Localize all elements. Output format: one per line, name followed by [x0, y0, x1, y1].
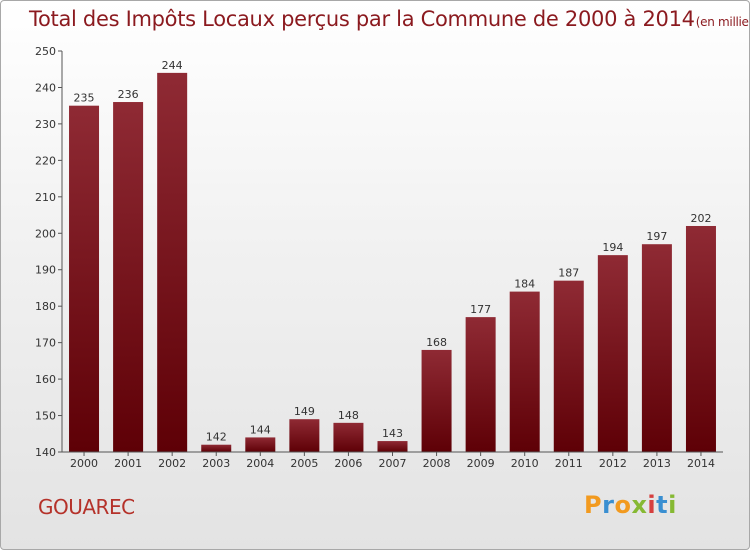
x-axis: 2000 2001 2002 2003 2004 2005 2006 2007 2008 2009… — [62, 451, 723, 470]
y-tick-label: 160 — [35, 373, 56, 386]
bar-2005 — [289, 419, 320, 452]
data-label-2005: 149 — [294, 405, 315, 418]
x-tick-label-2012: 2012 — [599, 457, 627, 470]
y-tick-label: 220 — [35, 154, 56, 167]
data-label-2003: 142 — [206, 431, 227, 444]
bar-2013 — [641, 244, 672, 452]
x-tick-label-2002: 2002 — [158, 457, 186, 470]
bar-2000 — [69, 105, 100, 452]
y-tick-label: 230 — [35, 118, 56, 131]
bar-2014 — [685, 225, 716, 452]
data-label-2001: 236 — [118, 88, 139, 101]
x-tick-label-2010: 2010 — [511, 457, 539, 470]
bar-2011 — [553, 280, 584, 452]
data-label-2012: 194 — [602, 241, 623, 254]
x-tick-label-2000: 2000 — [70, 457, 98, 470]
x-tick-label-2003: 2003 — [202, 457, 230, 470]
y-tick-label: 240 — [35, 81, 56, 94]
logo-letter: i — [647, 491, 657, 519]
x-tick-label-2004: 2004 — [246, 457, 274, 470]
logo-letter: o — [614, 491, 632, 519]
bar-2001 — [113, 102, 144, 452]
chart-title-unit: (en milliers d'€) — [695, 15, 749, 29]
bar-2009 — [465, 317, 496, 452]
bar-2010 — [509, 291, 540, 452]
commune-name: GOUAREC — [38, 495, 135, 519]
data-label-2002: 244 — [162, 59, 183, 72]
x-tick-label-2014: 2014 — [687, 457, 715, 470]
y-tick-label: 190 — [35, 264, 56, 277]
x-tick-label-2011: 2011 — [555, 457, 583, 470]
data-label-2009: 177 — [470, 303, 491, 316]
y-tick-label: 180 — [35, 300, 56, 313]
bar-2006 — [333, 422, 364, 452]
x-tick-label-2007: 2007 — [379, 457, 407, 470]
x-tick-label-2001: 2001 — [114, 457, 142, 470]
logo-letter: r — [602, 491, 615, 519]
y-axis: 140 150 160 170 180 190 200 210 220 230 240 250 — [35, 45, 63, 459]
x-tick-label-2009: 2009 — [467, 457, 495, 470]
bar-2007 — [377, 441, 408, 452]
data-label-2013: 197 — [646, 230, 667, 243]
chart-title: Total des Impôts Locaux perçus par la Co… — [29, 7, 749, 31]
chart-title-text: Total des Impôts Locaux perçus par la Co… — [29, 7, 695, 31]
logo-letter: P — [584, 491, 603, 519]
y-tick-label: 210 — [35, 191, 56, 204]
data-label-2004: 144 — [250, 423, 271, 436]
data-label-2008: 168 — [426, 336, 447, 349]
data-label-2006: 148 — [338, 409, 359, 422]
x-tick-label-2013: 2013 — [643, 457, 671, 470]
data-label-2000: 235 — [74, 92, 95, 105]
x-tick-label-2006: 2006 — [334, 457, 362, 470]
y-tick-label: 140 — [35, 446, 56, 459]
data-label-2014: 202 — [690, 212, 711, 225]
data-label-2011: 187 — [558, 267, 579, 280]
proxiti-logo: Proxiti — [584, 491, 677, 519]
y-tick-label: 150 — [35, 410, 56, 423]
bar-2012 — [597, 255, 628, 452]
x-tick-label-2008: 2008 — [423, 457, 451, 470]
bar-2002 — [157, 72, 188, 452]
data-label-2010: 184 — [514, 278, 535, 291]
x-tick-label-2005: 2005 — [290, 457, 318, 470]
bar-2008 — [421, 349, 452, 452]
logo-letter: t — [656, 491, 669, 519]
data-label-2007: 143 — [382, 427, 403, 440]
y-tick-label: 200 — [35, 227, 56, 240]
bars: 235 236 244 142 144 149 148 143 168 177 184 187 194 1… — [69, 59, 716, 452]
bar-2003 — [201, 444, 232, 452]
logo-letter: x — [631, 491, 648, 519]
bar-2004 — [245, 437, 276, 452]
logo-letter: i — [668, 491, 677, 519]
y-tick-label: 250 — [35, 45, 56, 58]
y-tick-label: 170 — [35, 337, 56, 350]
